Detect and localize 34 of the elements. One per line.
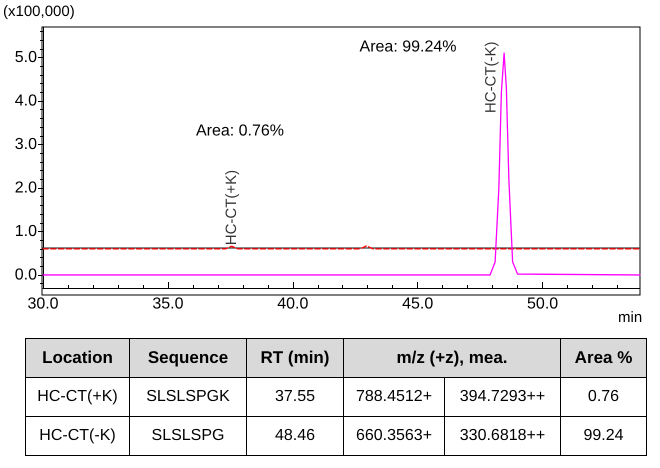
x-axis-title: min xyxy=(618,309,642,326)
text: HC-CT(+K) xyxy=(26,378,130,416)
text: 99.24 xyxy=(560,416,646,456)
y-tick-label: 3.0 xyxy=(14,136,38,153)
y-tick-label: 2.0 xyxy=(14,179,38,196)
text: HC-CT(-K) xyxy=(26,416,130,456)
y-axis-title: (x100,000) xyxy=(3,3,75,20)
text: 394.7293++ xyxy=(444,378,560,416)
category-label: RT (min) xyxy=(246,338,344,378)
text: 0.76 xyxy=(560,378,646,416)
x-tick-label: 35.0 xyxy=(152,296,184,312)
category-label: Location xyxy=(26,338,130,378)
text: SLSLSPGK xyxy=(130,378,246,416)
y-tick-label: 1.0 xyxy=(14,222,38,240)
annotation: Area: 0.76% xyxy=(196,122,284,140)
annotation: HC-CT(+K) xyxy=(223,170,240,246)
x-tick-label: 40.0 xyxy=(277,296,308,312)
annotation: HC-CT(-K) xyxy=(482,41,500,114)
text: 37.55 xyxy=(246,378,344,416)
annotation: Area: 99.24% xyxy=(360,38,456,56)
category-label: Sequence xyxy=(130,338,246,378)
text: 330.6818++ xyxy=(444,416,560,456)
y-tick-label: 4.0 xyxy=(14,92,38,110)
text: 660.3563+ xyxy=(344,416,444,456)
text: 788.4512+ xyxy=(344,378,444,416)
category-label: Area % xyxy=(560,338,646,378)
text: SLSLSPG xyxy=(130,416,246,456)
category-label: m/z (+z), mea. xyxy=(344,338,560,378)
y-tick-label: 5.0 xyxy=(14,48,38,66)
x-tick-label: 45.0 xyxy=(402,296,434,312)
x-tick-label: 50.0 xyxy=(527,296,558,312)
x-tick-label: 30.0 xyxy=(27,296,59,312)
y-tick-label: 0.0 xyxy=(14,266,38,284)
text: 48.46 xyxy=(246,416,344,456)
